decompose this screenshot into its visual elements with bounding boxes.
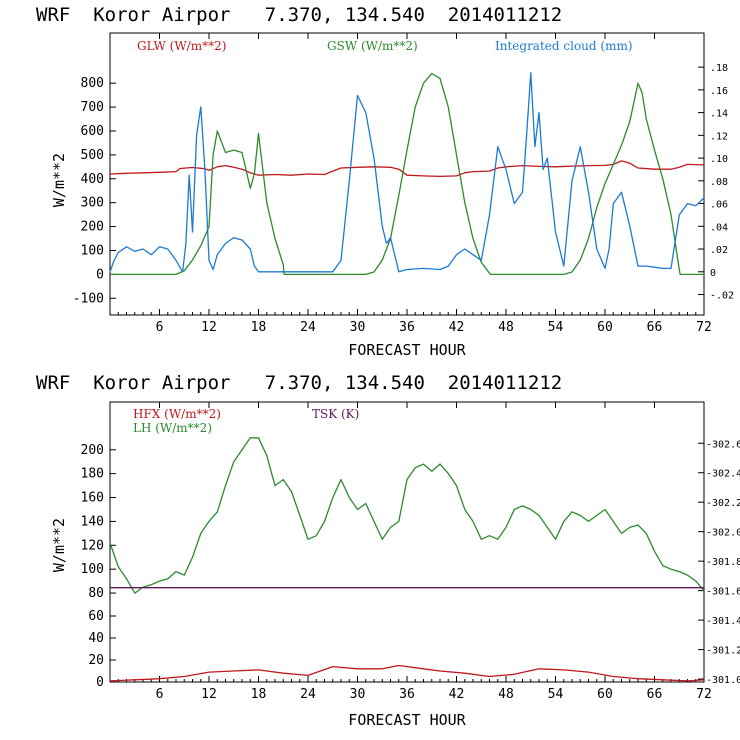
- x-tick-label: 72: [696, 320, 712, 335]
- bottom-series-group: [109, 437, 705, 682]
- y2-tick-label: .16: [710, 86, 728, 97]
- y-tick-label: 500: [81, 148, 104, 163]
- bottom-chart-title: WRF Koror Airpor 7.370, 134.540 20140112…: [36, 372, 562, 394]
- y-tick-label: 200: [81, 220, 104, 235]
- y-tick-label: 100: [81, 243, 104, 258]
- y2-tick-label: -301.4: [706, 616, 740, 627]
- series-line-green: [110, 72, 704, 276]
- y-tick-label: 80: [88, 586, 104, 601]
- bottom-y2-axis: -301.0 -301.2 -301.4 -301.6 -301.8 -302.0 -302…: [698, 439, 740, 686]
- bottom-y-axis: 80 100 120 140 160 180 200 0 20 40 60: [81, 443, 116, 690]
- y2-tick-label: .04: [710, 222, 728, 233]
- y-tick-label: 160: [81, 491, 104, 506]
- x-tick-label: 60: [597, 687, 613, 702]
- y-tick-label: 200: [81, 443, 104, 458]
- top-chart-title: WRF Koror Airpor 7.370, 134.540 20140112…: [36, 4, 562, 26]
- y-tick-label: 400: [81, 172, 104, 187]
- x-tick-label: 30: [350, 320, 366, 335]
- x-tick-label: 12: [201, 687, 217, 702]
- y-tick-label: 100: [81, 562, 104, 577]
- x-tick-label: 24: [300, 687, 316, 702]
- x-tick-label: 42: [449, 687, 465, 702]
- legend-gsw: GSW (W/m**2): [327, 39, 418, 53]
- x-tick-label: 54: [548, 320, 564, 335]
- y2-tick-label: -301.6: [706, 587, 740, 598]
- y2-tick-label: 0: [710, 268, 716, 279]
- x-tick-label: 72: [696, 687, 712, 702]
- y-tick-label: 20: [88, 653, 104, 668]
- x-tick-label: 66: [647, 687, 663, 702]
- x-tick-label: 18: [251, 687, 267, 702]
- x-tick-label: 30: [350, 687, 366, 702]
- bottom-x-axis: 6 12 18 24 30 36 42 48 54 60 66 72: [117, 402, 712, 702]
- top-y2-axis: -.02 0 .02 .04 .06 .08 .10 .12 .14 .16 .18: [698, 63, 734, 302]
- y2-tick-label: -302.4: [706, 469, 740, 480]
- y2-tick-label: .06: [710, 200, 728, 211]
- y2-tick-label: .08: [710, 177, 728, 188]
- top-x-axis-label: FORECAST HOUR: [348, 341, 466, 359]
- x-tick-label: 6: [156, 320, 164, 335]
- chart-bottom: WRF Koror Airpor 7.370, 134.540 20140112…: [36, 372, 740, 729]
- series-line-blue: [109, 72, 705, 273]
- x-tick-label: 66: [647, 320, 663, 335]
- bottom-x-axis-label: FORECAST HOUR: [348, 711, 466, 729]
- x-tick-label: 42: [449, 320, 465, 335]
- top-y-axis-label: W/m**2: [50, 153, 68, 207]
- top-series-group: [109, 72, 705, 276]
- y2-tick-label: .18: [710, 63, 728, 74]
- top-plot-frame: [109, 32, 705, 316]
- x-tick-label: 54: [548, 687, 564, 702]
- x-tick-label: 6: [156, 687, 164, 702]
- x-tick-label: 60: [597, 320, 613, 335]
- top-x-axis: 6 12 18 24 30 36 42 48 54 60 66 72: [117, 33, 712, 335]
- y2-tick-label: -302.2: [706, 498, 740, 509]
- legend-integrated-cloud: Integrated cloud (mm): [495, 39, 633, 53]
- y-tick-label: 700: [81, 100, 104, 115]
- y2-tick-label: -302.6: [706, 439, 740, 450]
- y2-tick-label: .12: [710, 131, 728, 142]
- x-tick-label: 36: [399, 320, 415, 335]
- y2-tick-label: -301.2: [706, 646, 740, 657]
- x-tick-label: 48: [498, 687, 514, 702]
- y-tick-label: 140: [81, 514, 104, 529]
- x-tick-label: 36: [399, 687, 415, 702]
- y-tick-label: -100: [73, 291, 104, 306]
- y2-tick-label: -301.8: [706, 557, 740, 568]
- legend-glw: GLW (W/m**2): [137, 39, 226, 53]
- series-line-green: [109, 437, 705, 594]
- legend-lh: LH (W/m**2): [133, 421, 212, 435]
- x-tick-label: 18: [251, 320, 267, 335]
- series-line-red: [109, 160, 705, 178]
- y-tick-label: 40: [88, 631, 104, 646]
- y2-tick-label: -.02: [710, 291, 734, 302]
- y-tick-label: 300: [81, 196, 104, 211]
- series-line-red: [109, 664, 705, 682]
- bottom-plot-frame: [109, 401, 705, 683]
- y-tick-label: 600: [81, 124, 104, 139]
- y2-tick-label: .10: [710, 154, 728, 165]
- top-y-axis: -100 0 100 200 300 400 500 600 700 800: [73, 76, 116, 306]
- x-tick-label: 48: [498, 320, 514, 335]
- y-tick-label: 60: [88, 609, 104, 624]
- chart-top: WRF Koror Airpor 7.370, 134.540 20140112…: [36, 4, 734, 359]
- x-tick-label: 24: [300, 320, 316, 335]
- y2-tick-label: .02: [710, 245, 728, 256]
- y-tick-label: 0: [96, 675, 104, 690]
- y-tick-label: 800: [81, 76, 104, 91]
- legend-hfx: HFX (W/m**2): [133, 407, 221, 421]
- legend-tsk: TSK (K): [312, 407, 359, 421]
- y-tick-label: 180: [81, 467, 104, 482]
- y2-tick-label: -302.0: [706, 528, 740, 539]
- bottom-y-axis-label: W/m**2: [50, 518, 68, 572]
- y-tick-label: 0: [96, 267, 104, 282]
- y-tick-label: 120: [81, 538, 104, 553]
- y2-tick-label: .14: [710, 109, 728, 120]
- x-tick-label: 12: [201, 320, 217, 335]
- y2-tick-label: -301.0: [706, 675, 740, 686]
